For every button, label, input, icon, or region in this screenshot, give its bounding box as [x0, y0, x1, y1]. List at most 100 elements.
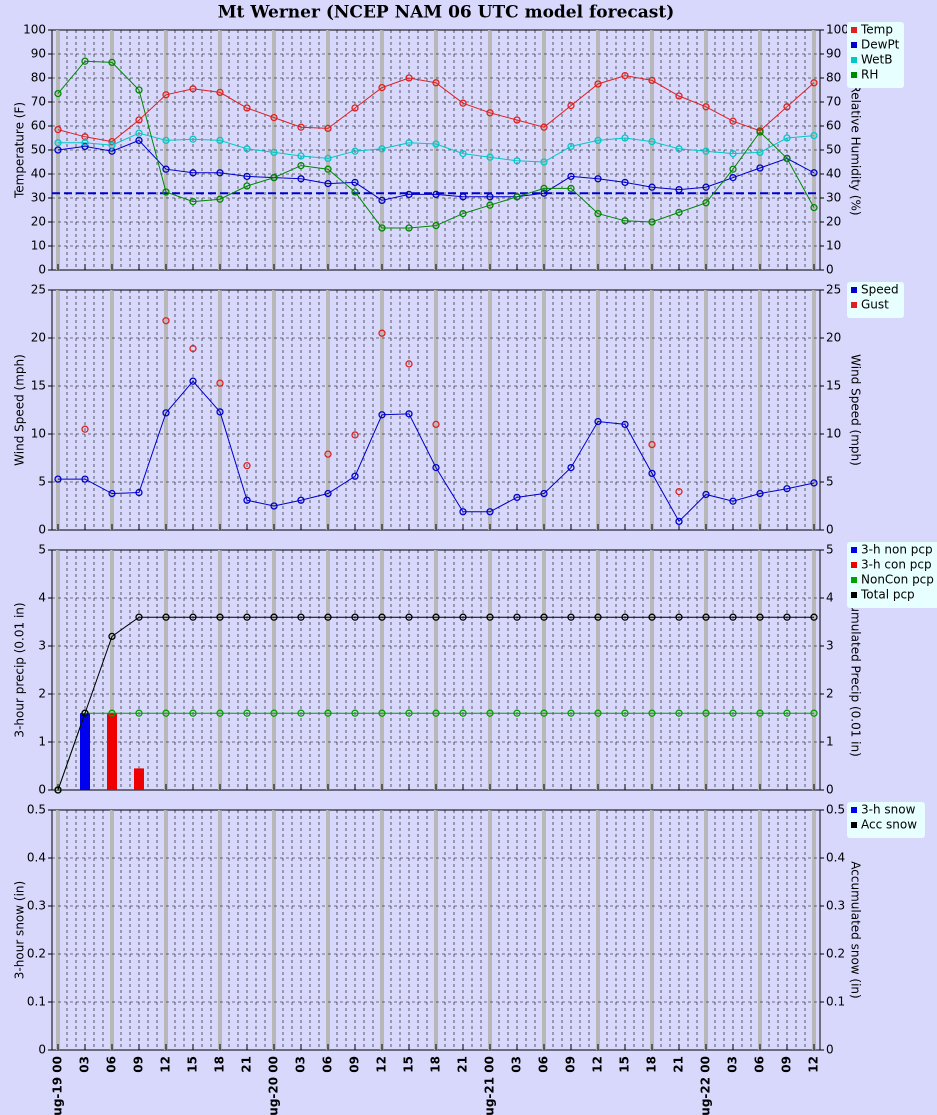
- point: [189, 197, 197, 206]
- point: [513, 709, 521, 717]
- legend-label: 3-h con pcp: [861, 558, 932, 572]
- y2-tick-label: 5: [826, 543, 834, 557]
- point: [486, 109, 494, 117]
- point: [648, 469, 656, 478]
- point: [594, 417, 602, 426]
- point: [540, 189, 548, 197]
- point: [216, 136, 224, 145]
- y2-axis-label: Accumulated snow (in): [849, 861, 863, 998]
- point: [702, 183, 710, 191]
- point: [270, 502, 278, 510]
- x-tick-label: 18: [213, 1056, 227, 1073]
- point: [351, 431, 359, 439]
- point: [810, 131, 818, 140]
- point: [459, 193, 467, 201]
- point: [540, 158, 548, 166]
- x-tick-label: 12: [375, 1056, 389, 1073]
- point: [135, 129, 143, 137]
- point: [648, 613, 656, 621]
- x-tick-label: Aug-21 00: [483, 1056, 497, 1115]
- point: [621, 709, 629, 717]
- point: [270, 113, 278, 122]
- point: [189, 613, 197, 621]
- y-tick-label: 10: [31, 427, 46, 441]
- point: [162, 91, 170, 99]
- point: [783, 485, 791, 493]
- x-tick-label: 09: [132, 1056, 146, 1073]
- point: [783, 154, 791, 163]
- point: [324, 179, 332, 188]
- y2-tick-label: 80: [826, 71, 841, 85]
- point: [810, 479, 818, 487]
- point: [297, 175, 305, 183]
- y-axis-label: 3-hour snow (in): [13, 881, 27, 979]
- y-tick-label: 2: [38, 687, 46, 701]
- legend-swatch: [851, 42, 857, 48]
- y2-tick-label: 30: [826, 191, 841, 205]
- y-tick-label: 5: [38, 475, 46, 489]
- y2-tick-label: 50: [826, 143, 841, 157]
- point: [459, 209, 467, 218]
- y2-tick-label: 20: [826, 215, 841, 229]
- point: [135, 488, 143, 497]
- point: [486, 193, 494, 201]
- legend-swatch: [851, 562, 857, 568]
- point: [513, 116, 521, 124]
- point: [378, 145, 386, 153]
- y2-axis-label: Relative Humidity (%): [849, 84, 863, 215]
- point: [756, 489, 764, 498]
- point: [405, 190, 413, 199]
- legend-label: Temp: [860, 23, 893, 37]
- bar: [134, 768, 144, 790]
- point: [594, 136, 602, 145]
- point: [216, 613, 224, 621]
- point: [432, 79, 440, 87]
- y2-tick-label: 3: [826, 639, 834, 653]
- point: [54, 475, 62, 483]
- x-tick-label: 21: [672, 1056, 686, 1073]
- x-tick-label: 15: [618, 1056, 632, 1073]
- y-tick-label: 0.5: [27, 803, 46, 817]
- series-line: [57, 139, 815, 201]
- point: [405, 709, 413, 717]
- point: [162, 317, 170, 325]
- legend-label: RH: [861, 68, 878, 82]
- point: [459, 149, 467, 158]
- x-tick-label: 03: [726, 1056, 740, 1073]
- point: [216, 408, 224, 416]
- point: [540, 613, 548, 621]
- legend-swatch: [851, 57, 857, 63]
- y2-axis-label: Accumulated Precip (0.01 in): [849, 583, 863, 757]
- point: [54, 125, 62, 134]
- y-tick-label: 0.3: [27, 899, 46, 913]
- point: [432, 221, 440, 230]
- point: [324, 165, 332, 173]
- legend-box: [847, 22, 904, 88]
- y-tick-label: 70: [31, 95, 46, 109]
- y-tick-label: 40: [31, 167, 46, 181]
- point: [675, 185, 683, 194]
- point: [243, 172, 251, 181]
- point: [729, 497, 737, 505]
- x-tick-label: 03: [510, 1056, 524, 1073]
- legend-box: [847, 802, 925, 838]
- point: [81, 475, 89, 483]
- y-tick-label: 60: [31, 119, 46, 133]
- point: [783, 134, 791, 142]
- point: [216, 379, 224, 387]
- point: [567, 613, 575, 621]
- x-tick-label: 09: [780, 1056, 794, 1073]
- point: [675, 92, 683, 100]
- y-tick-label: 100: [23, 23, 46, 37]
- y-tick-label: 0: [38, 783, 46, 797]
- point: [540, 489, 548, 498]
- y-tick-label: 0: [38, 523, 46, 537]
- point: [648, 183, 656, 191]
- point: [459, 613, 467, 621]
- point: [81, 425, 89, 433]
- point: [594, 175, 602, 183]
- y-tick-label: 15: [31, 379, 46, 393]
- point: [189, 377, 197, 385]
- legend-swatch: [851, 592, 857, 598]
